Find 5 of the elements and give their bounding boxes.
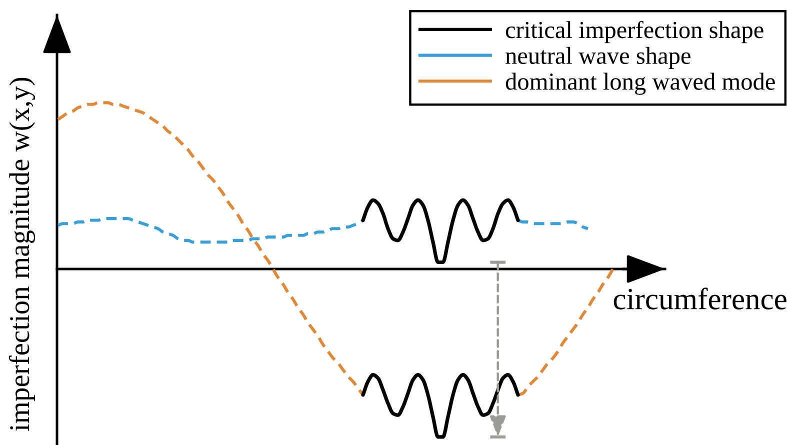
y-axis-title: imperfection magnitude w(x,y) xyxy=(8,78,36,431)
legend-label: critical imperfection shape xyxy=(506,20,764,44)
x-axis-title: circumference xyxy=(614,288,786,310)
legend-label: dominant long waved mode xyxy=(506,72,775,95)
legend-label: neutral wave shape xyxy=(506,46,690,69)
